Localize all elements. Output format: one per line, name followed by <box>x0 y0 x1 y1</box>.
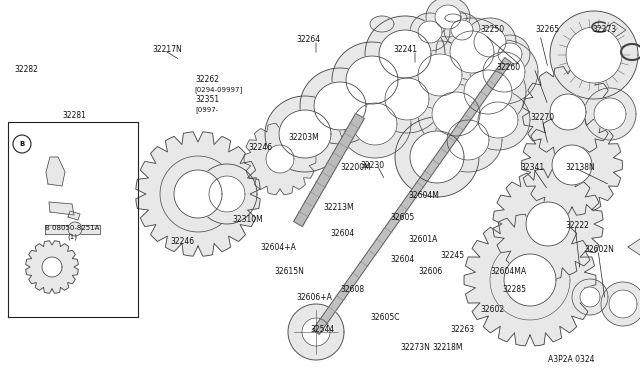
Polygon shape <box>436 18 508 86</box>
Text: 32218M: 32218M <box>432 343 463 353</box>
Text: 32285: 32285 <box>502 285 526 295</box>
Polygon shape <box>450 31 494 73</box>
Text: 32605: 32605 <box>390 214 414 222</box>
Text: 32282: 32282 <box>14 65 38 74</box>
Polygon shape <box>504 254 556 306</box>
Polygon shape <box>432 92 480 136</box>
Text: (1): (1) <box>67 234 77 240</box>
Polygon shape <box>418 21 442 43</box>
Polygon shape <box>346 56 398 104</box>
Polygon shape <box>395 117 479 197</box>
Polygon shape <box>339 90 411 158</box>
Polygon shape <box>522 115 622 215</box>
Text: 32270: 32270 <box>530 113 554 122</box>
Text: B 08050-8251A: B 08050-8251A <box>45 225 99 231</box>
Polygon shape <box>265 96 345 172</box>
Polygon shape <box>46 157 65 186</box>
Text: 32213M: 32213M <box>323 203 354 212</box>
Polygon shape <box>45 225 100 234</box>
Polygon shape <box>418 78 494 150</box>
Text: B: B <box>19 141 24 147</box>
Polygon shape <box>244 123 316 195</box>
Text: 32604M: 32604M <box>408 190 439 199</box>
Text: A3P2A 0324: A3P2A 0324 <box>548 356 595 365</box>
Text: 32604: 32604 <box>390 256 414 264</box>
Polygon shape <box>552 145 592 185</box>
Text: 32138N: 32138N <box>565 164 595 173</box>
Polygon shape <box>385 78 429 120</box>
Text: 32222: 32222 <box>565 221 589 230</box>
Text: 32273N: 32273N <box>400 343 430 353</box>
Text: 32615N: 32615N <box>274 267 304 276</box>
Text: 32602N: 32602N <box>584 246 614 254</box>
Polygon shape <box>288 304 344 360</box>
Polygon shape <box>445 14 461 22</box>
Polygon shape <box>68 211 80 220</box>
Polygon shape <box>353 103 397 145</box>
Polygon shape <box>435 5 461 29</box>
Polygon shape <box>426 0 470 37</box>
Polygon shape <box>439 10 467 26</box>
Text: 32203M: 32203M <box>288 134 319 142</box>
Text: 32604: 32604 <box>330 228 355 237</box>
Polygon shape <box>628 239 640 255</box>
Polygon shape <box>365 16 445 92</box>
Text: 32217N: 32217N <box>152 45 182 55</box>
Text: 32602: 32602 <box>480 305 504 314</box>
Text: 32601A: 32601A <box>408 235 437 244</box>
Text: 32605C: 32605C <box>370 314 399 323</box>
Text: 32246: 32246 <box>248 144 272 153</box>
Polygon shape <box>466 90 530 150</box>
Polygon shape <box>609 290 637 318</box>
Text: 32260: 32260 <box>496 64 520 73</box>
Polygon shape <box>493 169 603 279</box>
Polygon shape <box>566 27 622 83</box>
Polygon shape <box>379 30 431 78</box>
Polygon shape <box>266 145 294 173</box>
Polygon shape <box>279 110 331 158</box>
Polygon shape <box>313 58 511 334</box>
Text: 32200M: 32200M <box>340 164 371 173</box>
Polygon shape <box>594 98 626 130</box>
Polygon shape <box>498 43 522 65</box>
Text: [0294-09997]: [0294-09997] <box>194 87 243 93</box>
Text: 32245: 32245 <box>440 250 464 260</box>
Polygon shape <box>160 156 236 232</box>
Text: [0997-: [0997- <box>195 107 218 113</box>
Text: 32604MA: 32604MA <box>490 267 526 276</box>
Text: 32250: 32250 <box>480 26 504 35</box>
Polygon shape <box>294 113 364 227</box>
Polygon shape <box>550 11 638 99</box>
Text: 32230: 32230 <box>360 160 384 170</box>
Polygon shape <box>410 131 464 183</box>
Polygon shape <box>523 67 613 157</box>
Polygon shape <box>302 318 330 346</box>
Polygon shape <box>526 202 570 246</box>
Polygon shape <box>300 68 380 144</box>
Polygon shape <box>464 214 596 346</box>
Text: 32262: 32262 <box>195 76 219 84</box>
Polygon shape <box>464 70 512 114</box>
Polygon shape <box>410 13 450 51</box>
Polygon shape <box>444 13 480 47</box>
Polygon shape <box>474 27 506 57</box>
Text: 32263: 32263 <box>450 326 474 334</box>
Polygon shape <box>447 120 489 160</box>
Polygon shape <box>418 54 462 96</box>
Polygon shape <box>580 287 600 307</box>
Polygon shape <box>68 222 82 236</box>
Circle shape <box>13 135 31 153</box>
Text: 32264: 32264 <box>296 35 320 45</box>
Polygon shape <box>584 88 636 140</box>
Text: 32341: 32341 <box>520 164 544 173</box>
Text: 32281: 32281 <box>62 110 86 119</box>
Polygon shape <box>478 102 518 138</box>
Text: 32310M: 32310M <box>232 215 263 224</box>
Polygon shape <box>483 52 525 92</box>
Polygon shape <box>450 56 526 128</box>
Polygon shape <box>572 279 608 315</box>
Text: 32606+A: 32606+A <box>296 294 332 302</box>
Text: 32608: 32608 <box>340 285 364 295</box>
Text: 32241: 32241 <box>393 45 417 55</box>
